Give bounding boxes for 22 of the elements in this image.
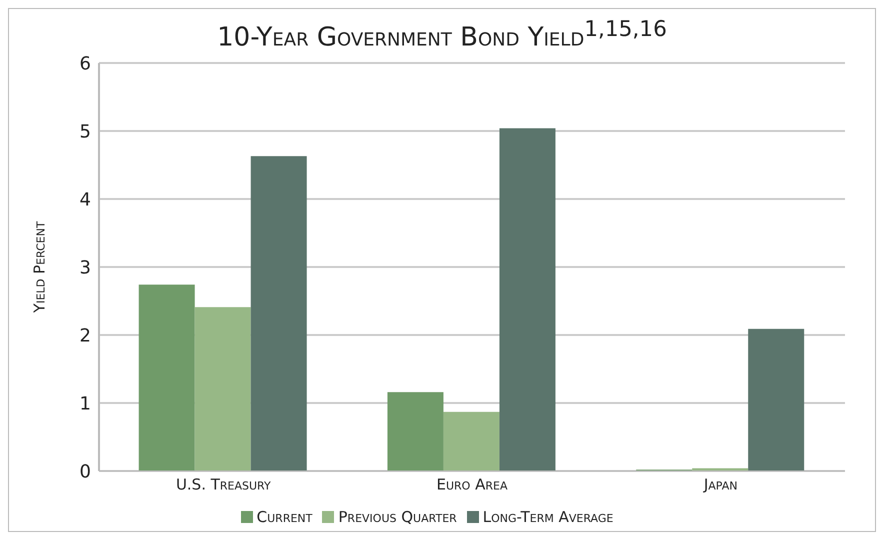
x-tick-label: U.S. Treasury — [176, 475, 271, 494]
legend-label: Long-Term Average — [482, 508, 614, 526]
bar — [138, 284, 195, 471]
y-tick-label: 3 — [80, 257, 91, 278]
bar — [250, 156, 307, 471]
y-tick-label: 0 — [80, 461, 91, 482]
y-tick-label: 6 — [80, 53, 91, 74]
y-tick-label: 1 — [80, 393, 91, 414]
bar — [443, 411, 500, 471]
y-tick-label: 4 — [80, 189, 91, 210]
y-axis-title: Yield Percent — [30, 220, 48, 314]
legend-label: Previous Quarter — [338, 508, 457, 526]
x-tick-label: Japan — [702, 475, 738, 494]
x-tick-label: Euro Area — [436, 475, 508, 494]
y-tick-label: 2 — [80, 325, 91, 346]
y-tick-label: 5 — [80, 121, 91, 142]
bar — [387, 392, 444, 471]
bar — [748, 328, 804, 471]
legend-label: Current — [256, 508, 312, 526]
bar — [194, 306, 251, 471]
bar — [499, 128, 556, 471]
chart-title: 10-Year Government Bond Yield$^{1,15,16}$ — [216, 17, 668, 53]
